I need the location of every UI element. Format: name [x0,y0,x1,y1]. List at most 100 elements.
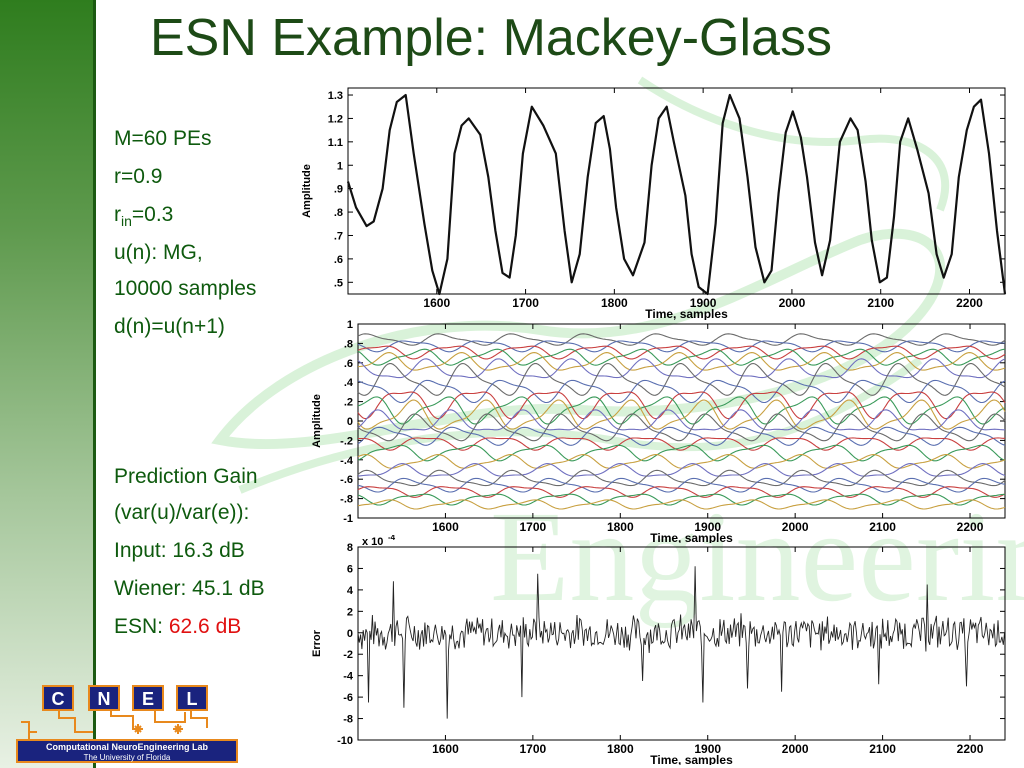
y-tick-label: .8 [334,207,343,219]
state-line [357,333,1006,346]
state-line [357,391,1006,420]
x-tick-label: 2200 [957,742,984,756]
logo-box-l [176,685,208,711]
y-tick-label: 0 [347,416,353,428]
y-tick-label: .6 [334,254,343,266]
slide-title: ESN Example: Mackey-Glass [150,9,832,67]
y-tick-label: 8 [347,542,353,554]
x-tick-label: 2200 [957,520,984,534]
x-tick-label: 2100 [869,742,896,756]
state-line [357,437,1006,451]
param-rin-base: r [114,203,121,226]
plot-frame [347,87,1006,295]
y-tick-label: 1.2 [328,113,343,125]
param-r: r=0.9 [114,165,163,188]
param-input: u(n): MG, [114,241,203,264]
x-tick-label: 1900 [690,296,717,310]
state-line [357,396,1006,425]
state-line [357,454,1006,469]
state-line [357,463,1006,477]
logo-line-2: The University of Florida [84,753,171,762]
y-tick-label: 2 [347,606,353,618]
state-line [357,358,1006,379]
x-tick-label: 2000 [782,742,809,756]
state-line [357,399,1006,430]
x-axis-label: Time, samples [650,531,733,543]
logo-letter-e: E [142,689,154,709]
logo-letter-l: L [187,689,198,709]
y-tick-label: -10 [337,735,353,747]
param-rin: rin=0.3 [114,200,173,236]
y-tick-label: -8 [343,714,353,726]
y-tick-label: -.2 [340,435,353,447]
x-tick-label: 1700 [520,742,547,756]
param-rin-value: =0.3 [131,203,174,226]
y-tick-label: -1 [343,513,353,525]
state-line [357,469,1006,487]
logo-letter-c: C [52,689,65,709]
state-line [357,486,1006,498]
y-tick-label: .5 [334,277,343,289]
engineering-watermark: Engineering [211,76,1024,629]
x-tick-label: 2100 [869,520,896,534]
state-line [357,409,1005,431]
y-tick-label: .2 [344,397,353,409]
x-tick-label: 1800 [607,520,634,534]
gain-wiener: Wiener: 45.1 dB [114,577,265,600]
param-desired: d(n)=u(n+1) [114,315,225,338]
signal-line [346,93,1007,296]
state-line [357,345,1006,360]
logo-letter-n: N [98,689,111,709]
x-axis-label: Time, samples [650,753,733,765]
state-line [357,493,1006,506]
y-tick-label: .6 [344,358,353,370]
y-tick-label: .4 [344,377,354,389]
x-tick-label: 1900 [694,742,721,756]
reservoir-states-chart: 1600 1700 1800 1900 2000 2100 2200 -1 -.8 -.6 -.4 -… [311,319,1006,543]
gain-ratio: (var(u)/var(e)): [114,501,250,524]
param-rin-sub: in [121,213,132,230]
param-m: M=60 PEs [114,127,212,150]
y-tick-label: 0 [347,628,353,640]
state-line [357,444,1006,462]
prediction-error-chart: 1600 1700 1800 1900 2000 2100 2200 -10 -8 -6 -4 -2 0… [311,535,1006,765]
y-tick-label: 6 [347,563,353,575]
logo-box-e [132,685,164,711]
logo-box-c [42,685,74,711]
y-tick-label: 4 [347,585,354,597]
cnel-logo: C N E L Computational NeuroEngineering L… [16,685,238,763]
x-tick-label: 2000 [779,296,806,310]
x-tick-label: 1600 [432,742,459,756]
y-tick-label: .7 [334,230,343,242]
gain-esn-value: 62.6 dB [168,615,242,638]
error-line [357,566,1006,719]
sidebar-divider [93,0,96,768]
x-tick-label: 2200 [956,296,983,310]
y-tick-label: -.4 [340,455,354,467]
y-tick-label: 1.3 [328,90,343,102]
gain-heading: Prediction Gain [114,465,258,488]
y-tick-label: 1 [337,160,343,172]
gain-input: Input: 16.3 dB [114,539,245,562]
logo-line-1: Computational NeuroEngineering Lab [46,742,209,752]
gain-esn-label: ESN: [114,615,164,638]
y-axis-label: Error [311,629,323,657]
state-line [357,499,1006,510]
state-line [357,426,1006,446]
scale-exponent: -4 [388,535,396,542]
state-line [357,362,1006,396]
y-tick-label: -4 [343,671,354,683]
param-samples: 10000 samples [114,277,257,300]
y-axis-label: Amplitude [311,394,323,448]
plot-frame [357,546,1006,741]
x-tick-label: 1700 [512,296,539,310]
state-line [357,413,1006,442]
y-tick-label: 1 [347,319,353,331]
y-tick-label: .8 [344,338,353,350]
logo-box-n [88,685,120,711]
x-tick-label: 1900 [694,520,721,534]
x-tick-label: 2100 [867,296,894,310]
logo-banner [16,739,238,763]
x-axis-label: Time, samples [645,307,728,320]
y-tick-label: 1.1 [328,137,343,149]
